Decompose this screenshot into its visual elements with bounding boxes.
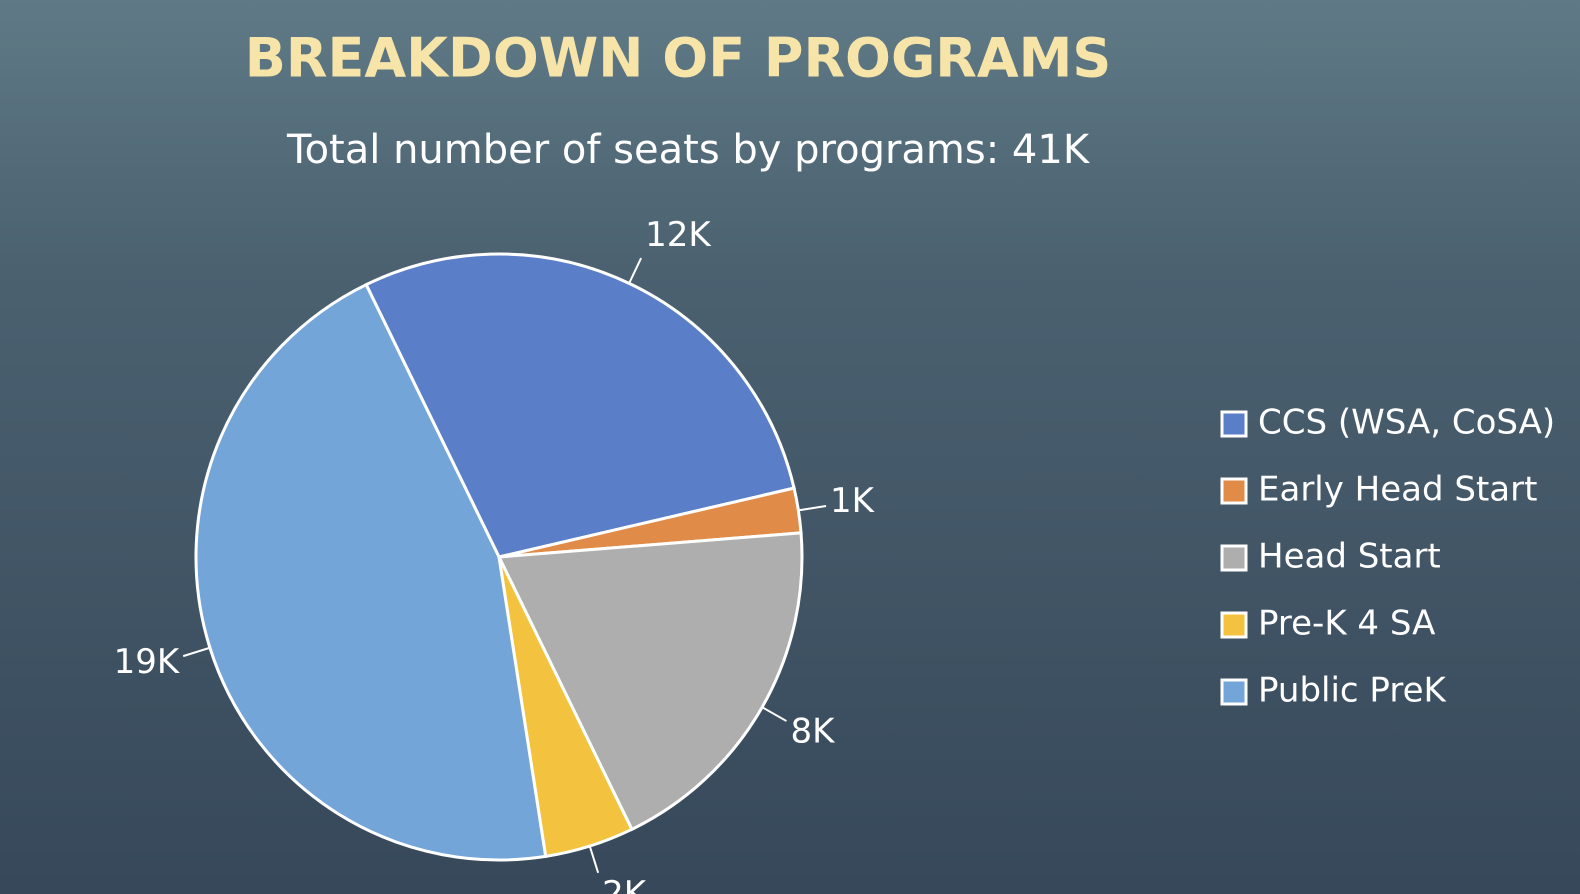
- legend-label: CCS (WSA, CoSA): [1258, 403, 1555, 443]
- data-label: 2K: [602, 874, 648, 894]
- chart-title: BREAKDOWN OF PROGRAMS: [245, 27, 1112, 90]
- legend-label: Head Start: [1258, 537, 1441, 577]
- leader-line: [588, 845, 600, 874]
- legend-label: Public PreK: [1258, 671, 1447, 711]
- legend-swatch: [1220, 544, 1248, 572]
- legend-swatch: [1220, 410, 1248, 438]
- legend-label: Early Head Start: [1258, 470, 1537, 510]
- legend-swatch: [1220, 611, 1248, 639]
- leader-line: [628, 257, 643, 284]
- data-label: 1K: [830, 481, 876, 521]
- pie-slice: [364, 252, 796, 559]
- data-label: 19K: [114, 642, 181, 682]
- leader-line: [182, 646, 211, 658]
- leader-line: [798, 505, 827, 512]
- leader-line: [761, 706, 787, 722]
- legend-swatch: [1220, 678, 1248, 706]
- legend-swatch: [1220, 477, 1248, 505]
- data-label: 12K: [645, 215, 712, 255]
- legend-label: Pre-K 4 SA: [1258, 604, 1435, 644]
- data-label: 8K: [790, 711, 836, 751]
- chart-subtitle: Total number of seats by programs: 41K: [286, 127, 1091, 173]
- pie-slice: [496, 531, 804, 832]
